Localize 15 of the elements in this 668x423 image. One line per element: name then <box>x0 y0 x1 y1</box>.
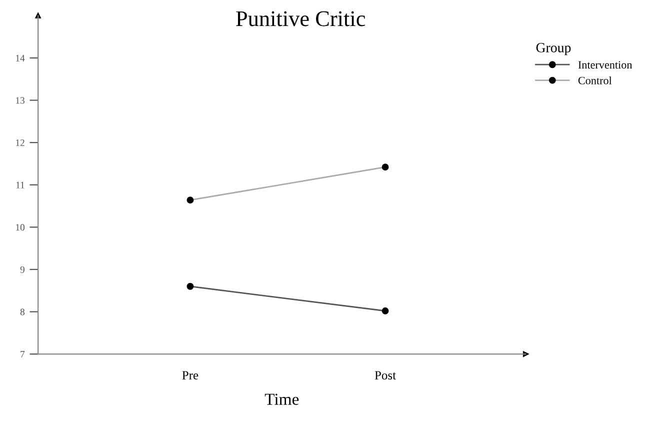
legend-title: Group <box>536 43 571 56</box>
x-tick-label: Pre <box>182 371 198 380</box>
legend-label: Control <box>578 76 612 84</box>
chart-title: Punitive Critic <box>236 11 366 26</box>
y-tick-label: 14 <box>16 54 25 62</box>
y-tick-label: 11 <box>16 182 24 188</box>
y-tick-label: 9 <box>20 266 24 273</box>
x-axis-title: Time <box>264 394 299 405</box>
y-tick-label: 10 <box>16 224 25 231</box>
x-tick-label: Post <box>374 371 396 380</box>
legend-label: Intervention <box>578 61 632 69</box>
y-tick-label: 8 <box>20 308 25 316</box>
y-tick-label: 12 <box>16 139 24 146</box>
y-tick-label: 13 <box>16 97 24 104</box>
y-tick-label: 7 <box>20 351 25 358</box>
